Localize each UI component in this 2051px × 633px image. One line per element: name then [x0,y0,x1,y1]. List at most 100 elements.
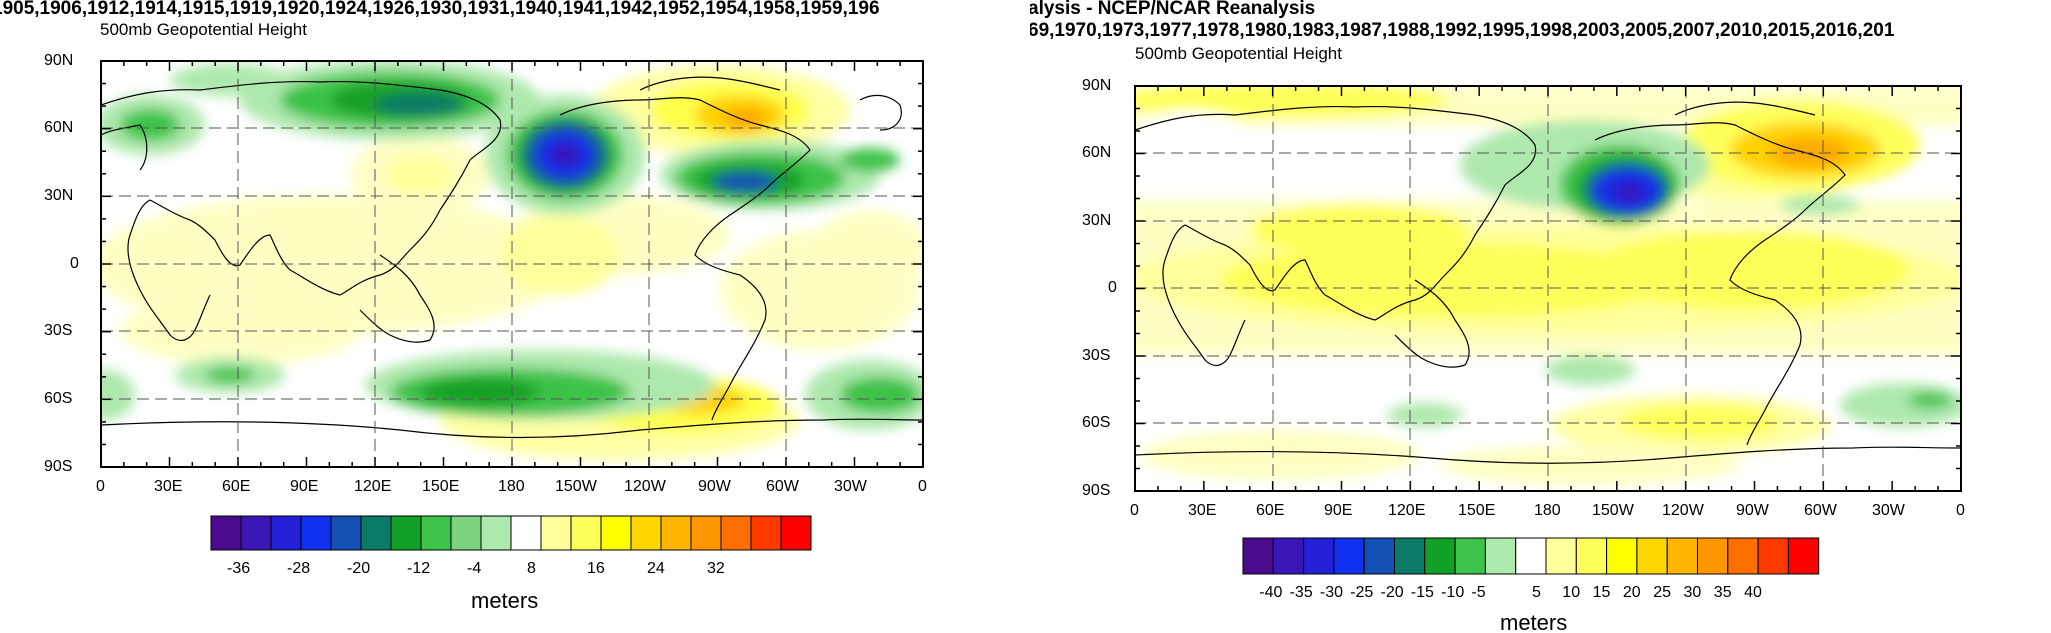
right-colorbar-swatch [1272,537,1305,575]
right-lon-label-0-end: 0 [1956,502,1965,519]
right-colorbar-label: -10 [1441,584,1465,601]
left-map-plot [100,60,924,551]
left-colorbar-swatch [570,515,602,551]
right-colorbar-label: 30 [1683,584,1702,601]
right-lon-label-30e: 30E [1188,502,1217,519]
left-lon-label-90e: 90E [290,478,319,495]
right-lon-label-150w: 150W [1592,502,1634,519]
left-lat-label-60s: 60S [44,390,73,407]
left-map-subtitle: 500mb Geopotential Height [100,20,307,39]
right-lon-label-150e: 150E [1458,502,1496,519]
left-colorbar-units: meters [471,588,539,613]
right-colorbar-swatch [1515,537,1547,575]
right-colorbar-label: -25 [1350,584,1374,601]
right-colorbar-label: 25 [1653,584,1671,601]
left-colorbar-label: 24 [647,560,665,577]
right-lat-label-30n: 30N [1082,212,1112,229]
right-colorbar-label: 20 [1622,584,1641,601]
right-lon-label-120w: 120W [1662,502,1704,519]
right-colorbar-label: -35 [1289,584,1313,601]
left-colorbar-label: -28 [287,560,311,577]
right-lon-label-180: 180 [1534,502,1561,519]
left-colorbar-label: -20 [347,560,371,577]
left-colorbar-swatch [780,515,812,551]
left-colorbar-swatch [210,515,242,551]
left-lon-label-0: 0 [96,478,105,495]
left-colorbar-swatch [300,515,332,551]
left-colorbar-label: 8 [527,560,536,577]
right-colorbar-label: 35 [1713,584,1732,601]
left-lon-label-120e: 120E [354,478,392,495]
right-lat-label-90n: 90N [1082,77,1112,94]
left-colorbar-swatch [510,515,542,551]
right-map-panel: alysis - NCEP/NCAR Reanalysis 69,1970,19… [1030,0,2051,633]
right-colorbar-swatch [1454,537,1486,575]
left-colorbar-swatch [360,515,392,551]
left-lon-label-150e: 150E [422,478,460,495]
left-lat-label-90n: 90N [44,52,74,69]
right-lat-label-eq: 0 [1108,279,1117,296]
right-colorbar-label: -5 [1471,584,1486,601]
right-colorbar-swatch [1424,537,1456,575]
right-colorbar-swatch [1242,537,1274,575]
right-colorbar-label: 5 [1532,584,1541,601]
left-lon-label-60e: 60E [222,478,251,495]
right-colorbar-label: 40 [1744,584,1762,601]
left-colorbar-label: -4 [467,560,482,577]
left-colorbar-swatch [240,515,272,551]
left-colorbar-swatch [390,515,422,551]
left-lat-label-90s: 90S [44,458,73,475]
right-colorbar-label: -40 [1259,584,1283,601]
right-colorbar-swatch [1787,537,1820,575]
right-colorbar-swatch [1394,537,1426,575]
left-colorbar-label: 16 [587,560,605,577]
left-colorbar-swatch [750,515,782,551]
right-colorbar-label: -20 [1380,584,1404,601]
right-colorbar-swatch [1697,537,1729,575]
left-colorbar-swatch [600,515,632,551]
right-lat-label-90s: 90S [1082,482,1111,499]
left-colorbar-swatch [660,515,692,551]
right-colorbar-label: -30 [1319,584,1344,601]
right-colorbar-swatch [1727,537,1759,575]
left-colorbar-swatch [480,515,512,551]
right-lat-label-60n: 60N [1082,144,1112,161]
left-map-title: 1905,1906,1912,1914,1915,1919,1920,1924,… [0,0,880,19]
right-colorbar-swatch [1484,537,1517,575]
left-colorbar [210,515,812,551]
left-lon-label-0-end: 0 [918,478,927,495]
left-lon-label-30e: 30E [154,478,183,495]
left-axis-ticks [100,60,924,468]
right-axis-ticks [1134,85,1962,492]
left-colorbar-label: -36 [227,560,251,577]
right-lon-label-90w: 90W [1736,502,1769,519]
left-map-panel: 1905,1906,1912,1914,1915,1919,1920,1924,… [0,0,927,613]
left-colorbar-swatch [630,515,662,551]
right-colorbar-swatch [1757,537,1789,575]
left-colorbar-swatch [330,515,362,551]
left-lat-label-60n: 60N [44,119,74,136]
right-colorbar-label: -15 [1410,584,1434,601]
left-lon-label-120w: 120W [624,478,666,495]
right-colorbar-swatch [1666,537,1699,575]
right-map-plot [1134,85,1962,575]
left-lon-label-60w: 60W [766,478,799,495]
left-lon-label-150w: 150W [555,478,597,495]
left-lat-label-30n: 30N [44,187,74,204]
left-colorbar-swatch [270,515,302,551]
right-lon-label-30w: 30W [1872,502,1905,519]
right-colorbar-swatch [1575,537,1608,575]
right-gridlines [1135,86,1961,491]
right-height-anomaly-field [1135,86,1961,491]
right-colorbar [1242,537,1820,575]
left-colorbar-swatch [540,515,572,551]
right-colorbar-units: meters [1500,610,1568,633]
left-colorbar-swatch [420,515,452,551]
left-lon-label-90w: 90W [698,478,731,495]
right-lon-label-120e: 120E [1388,502,1426,519]
right-map-title-line2: 69,1970,1973,1977,1978,1980,1983,1987,19… [1030,20,1895,41]
right-map-subtitle: 500mb Geopotential Height [1135,44,1342,63]
right-map-title-line1: alysis - NCEP/NCAR Reanalysis [1030,0,1316,19]
left-lon-label-30w: 30W [834,478,867,495]
left-colorbar-swatch [690,515,722,551]
